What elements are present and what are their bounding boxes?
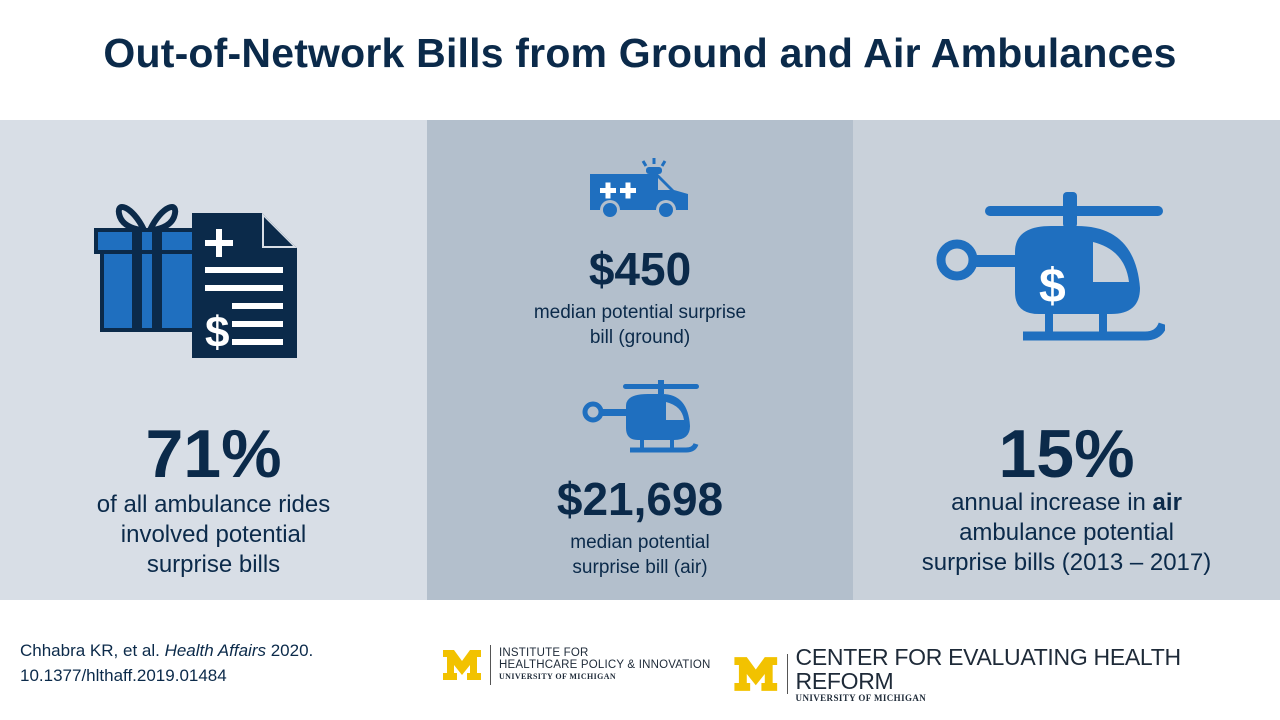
stat-15-percent: 15% <box>998 416 1135 492</box>
desc-bold-text: air <box>1152 489 1182 516</box>
stat-ground-median: $450 <box>588 243 692 295</box>
logo-divider <box>490 645 491 685</box>
svg-text:$: $ <box>205 308 229 357</box>
desc-line: bill (ground) <box>589 327 691 348</box>
citation-doi: 10.1377/hlthaff.2019.01484 <box>20 666 227 685</box>
ambulance-icon <box>590 158 688 220</box>
ihpi-text: INSTITUTE FOR HEALTHCARE POLICY & INNOVA… <box>499 647 711 683</box>
ihpi-university: UNIVERSITY OF MICHIGAN <box>499 672 617 681</box>
stat-air-median: $21,698 <box>556 473 724 525</box>
desc-line: median potential <box>570 532 710 553</box>
panel-annual-increase: $ 15% annual increase in air ambulance p… <box>853 120 1280 600</box>
chr-logo: CENTER FOR EVALUATING HEALTH REFORM UNIV… <box>733 645 1280 703</box>
desc-line: surprise bills <box>146 551 281 578</box>
helicopter-icon: $ <box>936 192 1165 341</box>
logo-divider <box>786 654 788 694</box>
panel-median-bills: $450 median potential surprise bill (gro… <box>427 120 853 600</box>
desc-line: involved potential <box>120 521 307 548</box>
chr-university: UNIVERSITY OF MICHIGAN <box>795 693 927 703</box>
desc-line: surprise bills (2013 – 2017) <box>921 549 1212 576</box>
desc-line: ambulance potential <box>959 519 1174 546</box>
air-description: median potential surprise bill (air) <box>427 530 853 580</box>
citation-journal: Health Affairs <box>164 641 266 660</box>
citation-authors: Chhabra KR, et al. <box>20 641 165 660</box>
desc-text: annual increase in <box>951 489 1153 516</box>
page-title: Out-of-Network Bills from Ground and Air… <box>103 30 1177 76</box>
stat-71-description: of all ambulance rides involved potentia… <box>0 490 427 580</box>
gift-bill-icon: $ <box>94 204 297 358</box>
citation-line-1: Chhabra KR, et al. Health Affairs 2020. <box>20 638 313 663</box>
desc-line: median potential surprise <box>533 302 747 323</box>
desc-line: of all ambulance rides <box>96 491 331 518</box>
block-m-icon <box>734 657 778 691</box>
citation-year: 2020. <box>266 641 314 660</box>
desc-line: surprise bill (air) <box>572 557 708 578</box>
ground-description: median potential surprise bill (ground) <box>427 300 853 350</box>
ihpi-line: HEALTHCARE POLICY & INNOVATION <box>499 659 711 671</box>
stat-15-description: annual increase in air ambulance potenti… <box>853 488 1280 578</box>
chr-title: CENTER FOR EVALUATING HEALTH REFORM <box>795 644 1182 694</box>
ihpi-logo: INSTITUTE FOR HEALTHCARE POLICY & INNOVA… <box>442 645 711 685</box>
block-m-icon <box>443 650 481 680</box>
citation: Chhabra KR, et al. Health Affairs 2020. … <box>20 638 313 688</box>
helicopter-small-icon <box>582 380 699 453</box>
desc-line: annual increase in air <box>853 488 1280 518</box>
svg-text:$: $ <box>1039 260 1066 313</box>
chr-text: CENTER FOR EVALUATING HEALTH REFORM UNIV… <box>796 645 1280 703</box>
stat-71-percent: 71% <box>145 416 282 492</box>
ihpi-line: INSTITUTE FOR <box>499 647 589 659</box>
panel-ambulance-rides: $ 71% of all ambulance rides involved po… <box>0 120 427 600</box>
